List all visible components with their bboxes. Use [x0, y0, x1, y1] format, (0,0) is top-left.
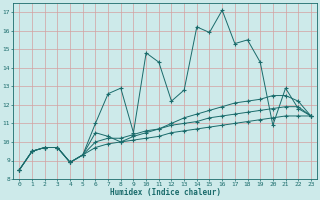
X-axis label: Humidex (Indice chaleur): Humidex (Indice chaleur) [110, 188, 220, 197]
